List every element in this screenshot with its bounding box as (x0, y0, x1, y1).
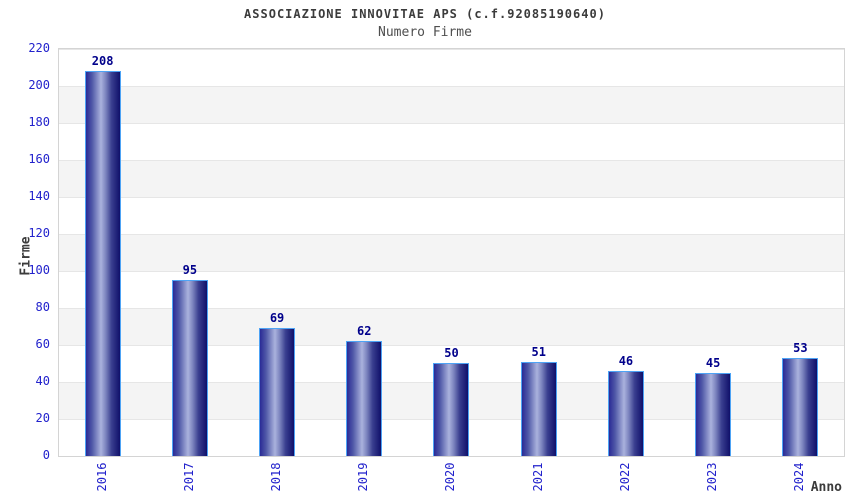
x-tick-2020: 2020 (407, 456, 494, 498)
bar-2016 (84, 71, 121, 456)
bar-value-label: 53 (793, 341, 808, 355)
bar-2020 (433, 363, 470, 456)
x-tick-label: 2023 (705, 462, 720, 492)
y-tick-label: 20 (35, 411, 50, 425)
x-tick-2022: 2022 (581, 456, 668, 498)
bar-2021 (520, 362, 557, 456)
bar-slot-2018: 69 (233, 49, 320, 456)
x-tick-label: 2019 (356, 462, 371, 492)
x-axis-tick-labels: 2016 2017 2018 2019 2020 2021 2022 2023 2024 (58, 456, 843, 498)
bar-slot-2021: 51 (495, 49, 582, 456)
plot-band (59, 197, 844, 234)
bar-slot-2024: 53 (757, 49, 844, 456)
y-tick-label: 200 (28, 78, 50, 92)
y-tick-label: 220 (28, 41, 50, 55)
bar-value-label: 208 (91, 54, 114, 68)
bar-2022 (607, 371, 644, 456)
bar-slot-2020: 50 (408, 49, 495, 456)
plot-band (59, 49, 844, 86)
x-tick-2016: 2016 (58, 456, 145, 498)
plot-area: 208 95 69 62 50 51 46 45 53 (58, 48, 845, 457)
y-tick-label: 80 (35, 300, 50, 314)
plot-band (59, 160, 844, 197)
x-tick-2018: 2018 (232, 456, 319, 498)
bar-slot-2017: 95 (146, 49, 233, 456)
x-tick-label: 2020 (443, 462, 458, 492)
x-tick-2023: 2023 (669, 456, 756, 498)
bar-value-label: 45 (705, 356, 721, 370)
y-axis-tick-labels: 0 20 40 60 80 100 120 140 160 180 200 220 (0, 0, 50, 500)
bar-value-label: 50 (444, 346, 459, 360)
bar-slots: 208 95 69 62 50 51 46 45 53 (59, 49, 844, 456)
x-tick-label: 2022 (617, 462, 632, 492)
y-tick-label: 0 (42, 448, 50, 462)
bar-value-label: 69 (269, 311, 285, 325)
bar-2018 (259, 328, 296, 456)
x-axis-title: Anno (810, 480, 842, 495)
x-tick-2017: 2017 (145, 456, 232, 498)
x-tick-label: 2018 (269, 462, 284, 492)
bar-value-label: 51 (531, 345, 546, 359)
y-tick-label: 160 (28, 152, 50, 166)
plot-band (59, 86, 844, 123)
x-tick-label: 2021 (530, 462, 545, 492)
plot-band (59, 234, 844, 271)
x-tick-2019: 2019 (320, 456, 407, 498)
y-tick-label: 40 (35, 374, 50, 388)
chart-title: ASSOCIAZIONE INNOVITAE APS (c.f.92085190… (244, 7, 606, 21)
bar-value-label: 62 (357, 324, 372, 338)
bar-value-label: 46 (618, 354, 634, 368)
x-tick-label: 2024 (792, 462, 807, 492)
bar-2019 (346, 341, 383, 456)
y-tick-label: 140 (28, 189, 50, 203)
y-axis-title: Firme (18, 236, 34, 276)
x-tick-label: 2016 (94, 462, 109, 492)
x-tick-2021: 2021 (494, 456, 581, 498)
bar-2017 (171, 280, 208, 456)
bar-value-label: 95 (182, 263, 198, 277)
y-tick-label: 60 (35, 337, 50, 351)
x-tick-label: 2017 (181, 462, 196, 492)
bar-slot-2016: 208 (59, 49, 146, 456)
bar-slot-2019: 62 (321, 49, 408, 456)
y-tick-label: 180 (28, 115, 50, 129)
bar-2024 (782, 358, 819, 456)
y-tick-label: 100 (28, 263, 50, 277)
plot-band (59, 123, 844, 160)
y-tick-label: 120 (28, 226, 50, 240)
bar-slot-2023: 45 (670, 49, 757, 456)
bar-2023 (695, 373, 732, 456)
bar-slot-2022: 46 (582, 49, 669, 456)
chart-subtitle: Numero Firme (378, 25, 472, 40)
